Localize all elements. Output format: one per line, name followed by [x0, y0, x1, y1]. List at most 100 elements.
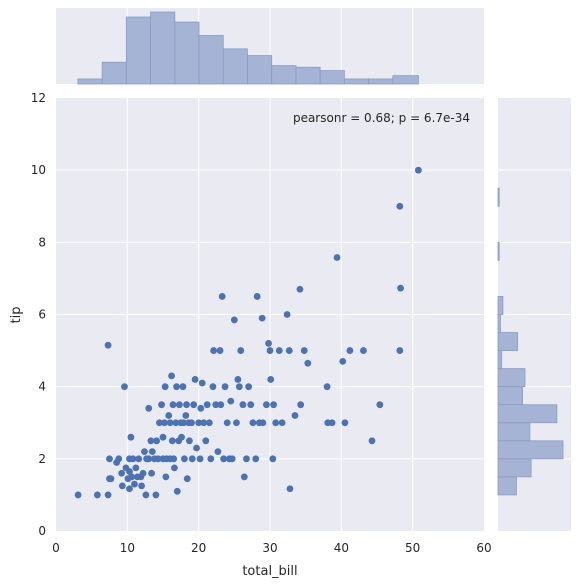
marginal-x-bar	[198, 35, 224, 85]
data-point	[179, 383, 187, 391]
data-point	[228, 455, 236, 463]
marginal-x-bar	[101, 61, 127, 85]
data-point	[221, 383, 229, 391]
data-point	[173, 487, 181, 495]
data-point	[197, 404, 205, 412]
data-point	[240, 473, 248, 481]
marginal-y-bar	[497, 241, 500, 261]
data-point	[166, 419, 174, 427]
marginal-y-bar	[497, 440, 564, 460]
pearson-annotation: pearsonr = 0.68; p = 6.7e-34	[293, 111, 470, 125]
data-point	[360, 347, 367, 354]
marginal-x-bar	[295, 66, 321, 85]
marginal-x-bar	[368, 78, 394, 85]
data-point	[93, 491, 101, 499]
data-point	[269, 455, 277, 463]
data-point	[106, 455, 113, 463]
data-point	[172, 419, 180, 427]
y-tick-label: 4	[38, 380, 46, 394]
data-point	[207, 455, 215, 463]
data-point	[183, 475, 191, 483]
data-point	[233, 419, 240, 427]
data-point	[397, 284, 404, 292]
data-point	[200, 419, 208, 427]
data-point	[190, 401, 198, 409]
data-point	[283, 311, 291, 318]
data-point	[323, 383, 331, 391]
data-point	[121, 383, 128, 391]
data-point	[258, 314, 266, 322]
data-point	[104, 491, 112, 499]
data-point	[214, 448, 222, 456]
x-tick-label: 0	[52, 541, 60, 555]
data-point	[178, 433, 185, 441]
data-point	[173, 383, 180, 391]
data-point	[145, 455, 153, 463]
data-point	[376, 401, 384, 409]
data-point	[396, 202, 404, 210]
data-point	[272, 419, 280, 427]
marginal-y-bar	[497, 476, 517, 496]
data-point	[339, 358, 347, 365]
data-point	[212, 401, 220, 409]
data-point	[249, 419, 257, 427]
marginal-x-histogram	[77, 11, 419, 85]
data-point	[126, 468, 133, 475]
data-point	[235, 383, 243, 391]
data-point	[297, 401, 305, 409]
data-point	[135, 455, 143, 463]
data-point	[300, 347, 308, 354]
data-point	[139, 469, 147, 477]
data-point	[267, 376, 275, 383]
data-point	[296, 285, 304, 293]
data-point	[161, 383, 169, 391]
data-point	[237, 347, 245, 354]
data-point	[346, 347, 354, 354]
data-point	[162, 473, 170, 481]
data-point	[193, 444, 200, 452]
data-point	[168, 437, 176, 445]
y-axis-label: tip	[9, 307, 24, 324]
data-point	[154, 455, 162, 463]
marginal-y-bar	[497, 350, 503, 370]
marginal-y-histogram	[497, 187, 564, 496]
marginal-y-bar	[497, 314, 501, 333]
data-point	[210, 347, 218, 354]
data-point	[168, 372, 175, 380]
data-point	[396, 347, 404, 354]
data-point	[216, 347, 224, 354]
data-point	[217, 401, 225, 409]
data-point	[220, 455, 228, 463]
marginal-x-bar	[222, 48, 248, 85]
marginal-y-bar	[497, 332, 519, 351]
data-point	[158, 401, 165, 409]
marginal-y-bar	[497, 187, 500, 207]
x-tick-label: 30	[262, 541, 277, 555]
data-point	[118, 469, 126, 477]
data-point	[161, 419, 168, 427]
data-point	[291, 412, 299, 419]
y-tick-label: 8	[38, 235, 46, 249]
data-point	[170, 455, 178, 463]
marginal-x-bar	[174, 21, 200, 85]
data-point	[74, 491, 82, 499]
x-tick-label: 50	[405, 541, 420, 555]
data-point	[126, 485, 133, 493]
marginal-x-bar	[392, 75, 419, 85]
x-tick-label: 10	[120, 541, 135, 555]
data-point	[129, 455, 137, 463]
data-point	[368, 437, 376, 445]
data-point	[253, 293, 261, 300]
data-point	[252, 455, 260, 463]
data-point	[176, 401, 183, 409]
y-tick-label: 12	[31, 91, 46, 105]
data-point	[230, 316, 238, 324]
data-point	[243, 455, 250, 463]
data-point	[104, 341, 112, 349]
scatter-points	[74, 166, 422, 499]
y-tick-label: 6	[38, 308, 46, 322]
x-tick-label: 40	[334, 541, 349, 555]
marginal-x-bar	[344, 78, 369, 85]
data-point	[227, 397, 235, 405]
data-point	[263, 401, 270, 409]
